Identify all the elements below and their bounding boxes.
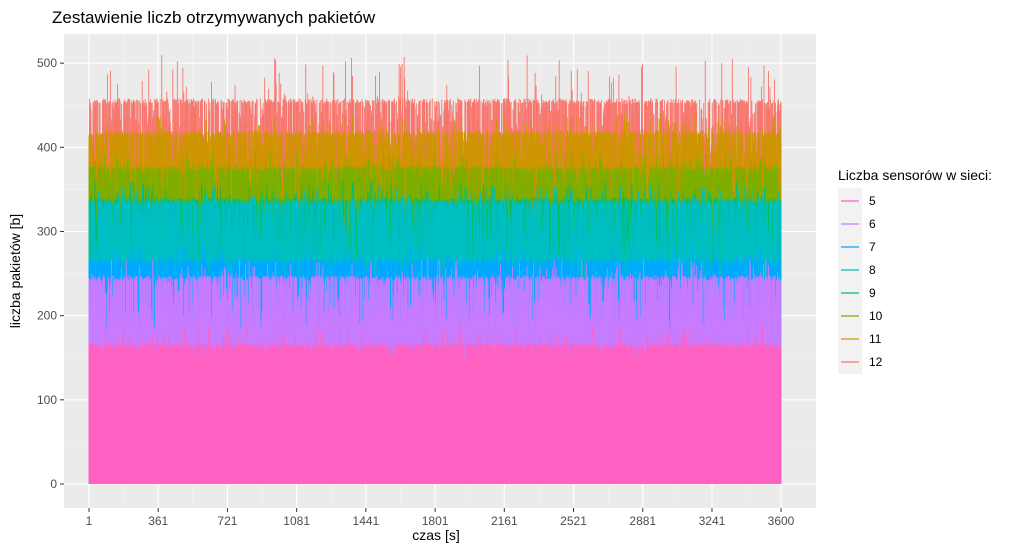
y-axis-title: liczba pakietów [b] (7, 214, 23, 328)
x-tick-label: 1 (86, 514, 93, 528)
x-tick-label: 2161 (491, 514, 518, 528)
x-tick-label: 721 (217, 514, 237, 528)
x-tick-label: 2881 (629, 514, 656, 528)
legend-items: 5 6 7 8 9 10 11 12 (841, 194, 883, 369)
legend-label-11: 11 (869, 332, 882, 346)
axis-ticks: 1 361 721 1081 1441 1801 2161 2521 2881 3241 3600 0… (37, 56, 795, 528)
legend-label-9: 9 (869, 286, 876, 300)
y-tick-label: 0 (50, 477, 57, 491)
series-body-5 (89, 357, 781, 484)
x-tick-label: 361 (148, 514, 168, 528)
chart-title: Zestawienie liczb otrzymywanych pakietów (52, 8, 376, 27)
y-tick-label: 200 (37, 309, 57, 323)
x-axis-title: czas [s] (412, 527, 459, 543)
x-tick-label: 1801 (422, 514, 449, 528)
legend-label-12: 12 (869, 355, 883, 369)
x-tick-label: 1081 (283, 514, 310, 528)
y-tick-label: 500 (37, 56, 57, 70)
legend: Liczba sensorów w sieci: 5 6 7 8 9 10 11 12 (838, 167, 992, 374)
legend-key-background (838, 188, 862, 374)
x-tick-label: 2521 (560, 514, 587, 528)
y-tick-label: 300 (37, 224, 57, 238)
legend-label-10: 10 (869, 309, 883, 323)
y-tick-label: 100 (37, 393, 57, 407)
legend-title: Liczba sensorów w sieci: (838, 167, 992, 183)
legend-label-8: 8 (869, 263, 876, 277)
legend-label-6: 6 (869, 217, 876, 231)
x-tick-label: 3241 (699, 514, 726, 528)
series-layer (88, 55, 782, 485)
x-tick-label: 3600 (768, 514, 795, 528)
legend-label-5: 5 (869, 194, 876, 208)
legend-label-7: 7 (869, 240, 876, 254)
x-tick-label: 1441 (353, 514, 380, 528)
y-tick-label: 400 (37, 140, 57, 154)
